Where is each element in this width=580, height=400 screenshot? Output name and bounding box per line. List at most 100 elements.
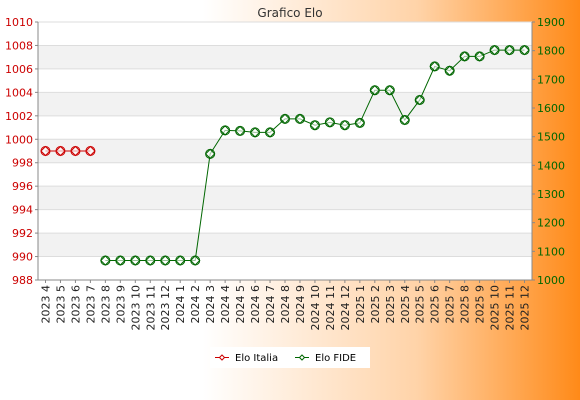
- x-tick-label: 2025 1: [354, 285, 367, 324]
- left-tick-label: 1008: [5, 39, 33, 52]
- data-point: [414, 94, 425, 105]
- right-tick-label: 1900: [537, 16, 565, 29]
- data-point: [130, 255, 141, 266]
- legend-box: [210, 347, 370, 368]
- x-tick-label: 2025 11: [504, 285, 517, 331]
- data-point: [280, 113, 290, 124]
- x-tick-label: 2024 12: [339, 285, 352, 331]
- x-tick-label: 2023 6: [69, 285, 82, 324]
- x-tick-label: 2024 5: [234, 285, 247, 324]
- data-point: [85, 146, 96, 156]
- x-tick-label: 2025 9: [474, 285, 487, 324]
- x-tick-label: 2025 10: [489, 285, 502, 331]
- data-point: [384, 85, 395, 96]
- grid-band: [38, 186, 532, 210]
- x-tick-label: 2023 10: [129, 285, 142, 331]
- data-point: [324, 117, 335, 128]
- x-tick-label: 2024 6: [249, 285, 262, 324]
- right-tick-label: 1100: [537, 245, 565, 258]
- right-tick-label: 1800: [537, 45, 565, 58]
- x-tick-label: 2025 7: [444, 285, 457, 324]
- left-tick-label: 1006: [5, 63, 33, 76]
- x-tick-label: 2025 5: [414, 285, 427, 324]
- left-tick-label: 996: [12, 180, 33, 193]
- left-tick-label: 990: [12, 251, 33, 264]
- data-point: [474, 51, 485, 62]
- right-tick-label: 1700: [537, 73, 565, 86]
- left-tick-label: 992: [12, 227, 33, 240]
- right-tick-label: 1300: [537, 188, 565, 201]
- x-tick-label: 2024 3: [204, 285, 217, 324]
- data-point: [145, 255, 156, 266]
- left-tick-label: 1010: [5, 16, 33, 29]
- data-point: [309, 120, 320, 131]
- right-tick-label: 1600: [537, 102, 565, 115]
- left-tick-label: 1004: [5, 86, 33, 99]
- x-tick-label: 2023 11: [144, 285, 157, 331]
- x-tick-label: 2024 7: [264, 285, 277, 324]
- x-tick-label: 2023 9: [114, 285, 127, 324]
- x-tick-label: 2024 4: [219, 285, 232, 324]
- left-tick-label: 998: [12, 157, 33, 170]
- x-tick-label: 2023 12: [159, 285, 172, 331]
- legend-label: Elo FIDE: [315, 353, 356, 364]
- data-point: [190, 255, 201, 266]
- x-tick-label: 2024 10: [309, 285, 322, 331]
- right-tick-label: 1000: [537, 274, 565, 287]
- right-tick-label: 1200: [537, 217, 565, 230]
- legend-label: Elo Italia: [235, 353, 278, 364]
- x-tick-label: 2025 3: [384, 285, 397, 324]
- data-point: [70, 146, 81, 156]
- left-tick-label: 988: [12, 274, 33, 287]
- data-point: [489, 45, 500, 56]
- x-tick-label: 2025 12: [519, 285, 532, 331]
- data-point: [399, 115, 410, 126]
- x-tick-label: 2025 8: [459, 285, 472, 324]
- grid-band: [38, 139, 532, 163]
- x-tick-label: 2024 1: [174, 285, 187, 324]
- x-tick-label: 2023 5: [54, 285, 67, 324]
- x-tick-label: 2024 2: [189, 285, 202, 324]
- data-point: [504, 45, 515, 56]
- data-point: [115, 255, 126, 266]
- legend-swatch-marker: [218, 354, 226, 361]
- data-point: [429, 61, 440, 72]
- data-point: [339, 120, 350, 131]
- x-tick-label: 2024 8: [279, 285, 292, 324]
- data-point: [205, 148, 216, 159]
- x-tick-label: 2025 6: [429, 285, 442, 324]
- data-point: [40, 146, 51, 156]
- data-point: [459, 51, 470, 62]
- x-tick-label: 2024 9: [294, 285, 307, 324]
- data-point: [235, 125, 246, 136]
- data-point: [294, 113, 305, 124]
- right-tick-label: 1500: [537, 131, 565, 144]
- data-point: [519, 45, 530, 56]
- x-tick-label: 2023 7: [84, 285, 97, 324]
- data-point: [444, 65, 455, 76]
- data-point: [100, 255, 111, 266]
- data-point: [369, 85, 380, 96]
- chart-title: Grafico Elo: [257, 6, 322, 20]
- x-tick-label: 2023 8: [99, 285, 112, 324]
- grid-band: [38, 92, 532, 116]
- left-tick-label: 994: [12, 204, 33, 217]
- legend-swatch-marker: [298, 354, 306, 361]
- x-tick-label: 2023 4: [39, 285, 52, 324]
- x-tick-label: 2024 11: [324, 285, 337, 331]
- left-tick-label: 1000: [5, 133, 33, 146]
- data-point: [250, 127, 261, 138]
- data-point: [220, 125, 231, 136]
- left-tick-label: 1002: [5, 110, 33, 123]
- x-tick-label: 2025 2: [369, 285, 382, 324]
- data-point: [160, 255, 171, 266]
- data-point: [175, 255, 186, 266]
- right-tick-label: 1400: [537, 159, 565, 172]
- data-point: [265, 127, 276, 138]
- grid-band: [38, 45, 532, 69]
- data-point: [55, 146, 66, 156]
- x-tick-label: 2025 4: [399, 285, 412, 324]
- data-point: [354, 117, 365, 128]
